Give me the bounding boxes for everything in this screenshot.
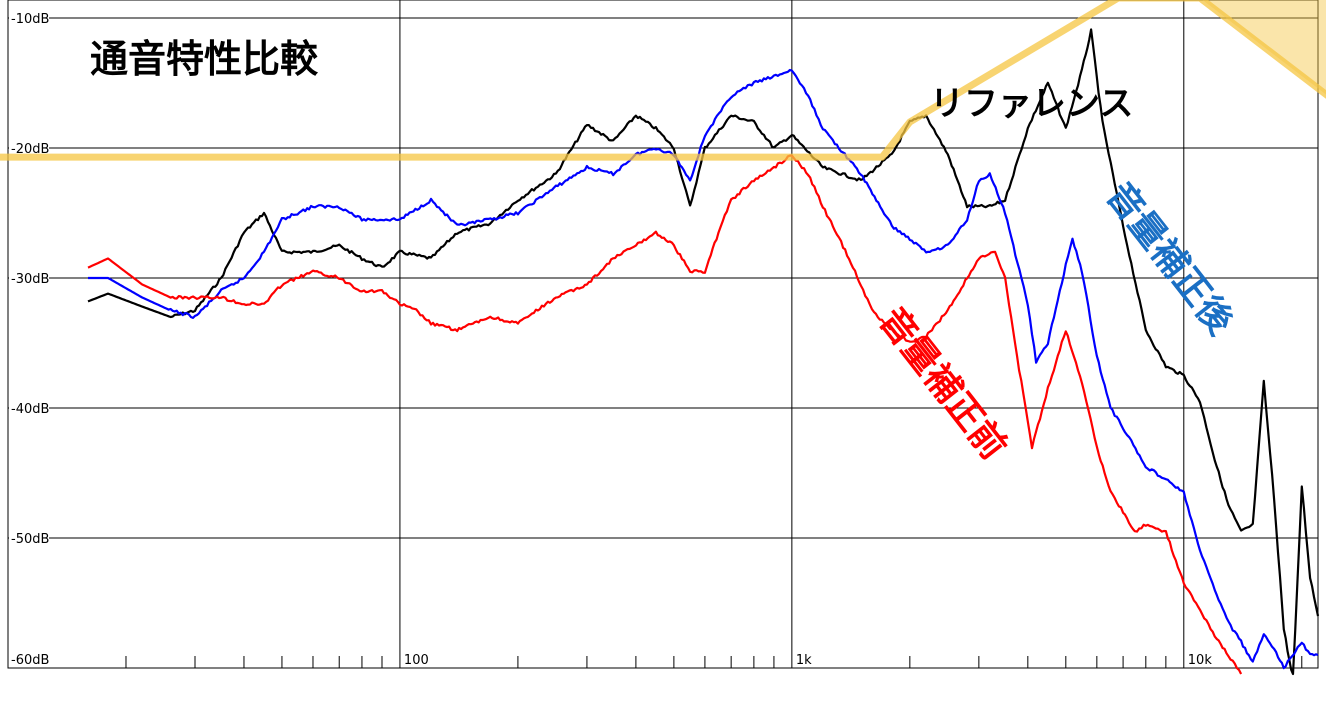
plot-frame <box>7 0 1319 669</box>
y-tick-labels: -10dB -20dB -30dB -40dB -50dB -60dB <box>9 11 49 668</box>
highlight-wedge <box>1202 0 1326 95</box>
y-tick-label: -30dB <box>11 272 49 287</box>
y-tick-label-bg <box>9 652 49 667</box>
highlight-path <box>0 0 1326 161</box>
series-annotation: リファレンス <box>930 84 1133 124</box>
x-tick-label: 100 <box>404 653 429 668</box>
series-line <box>88 68 1319 670</box>
y-tick-label-bg <box>9 271 49 286</box>
y-tick-label: -10dB <box>11 12 49 27</box>
grid-lines <box>7 0 1319 669</box>
x-tick-label: 10k <box>1188 653 1213 668</box>
y-tick-label-bg <box>9 141 49 156</box>
y-tick-label: -60dB <box>11 653 49 668</box>
y-tick-label-bg <box>9 401 49 416</box>
y-tick-label: -20dB <box>11 142 49 157</box>
x-tick-labels: 100 1k 10k <box>404 653 1212 668</box>
chart-title: 通音特性比較 <box>90 37 319 81</box>
x-tick-label: 1k <box>796 653 812 668</box>
y-tick-label: -50dB <box>11 532 49 547</box>
y-tick-label: -40dB <box>11 402 49 417</box>
y-tick-label-bg <box>9 11 49 26</box>
series-line <box>87 154 1243 675</box>
highlight-overlay <box>0 0 1326 161</box>
y-tick-label-bg <box>9 531 49 546</box>
